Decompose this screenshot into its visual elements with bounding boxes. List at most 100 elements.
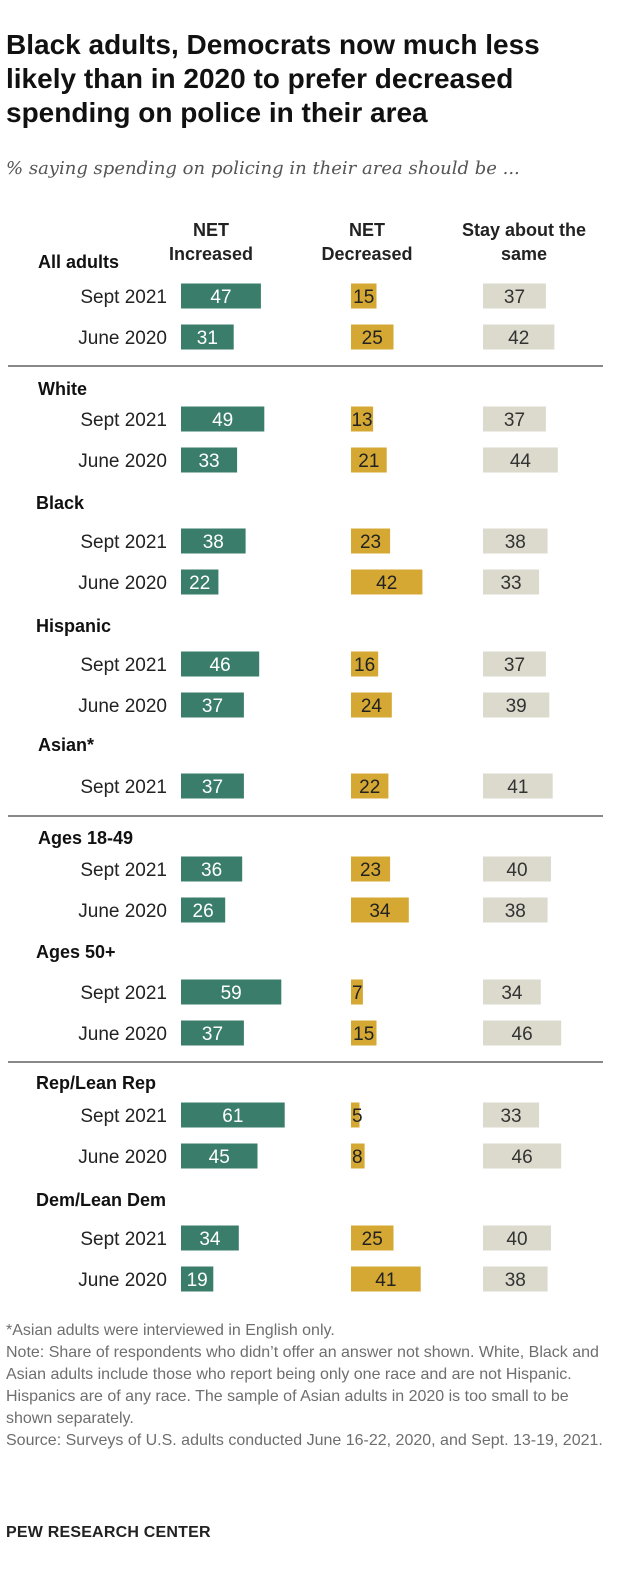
bar-decreased (351, 1143, 365, 1169)
bar-same (483, 569, 540, 595)
data-label-same: 44 (510, 451, 532, 472)
bar-decreased (351, 692, 392, 718)
bar-decreased (351, 528, 391, 554)
data-label-same: 39 (506, 696, 527, 717)
chart-title: Black adults, Democrats now much less li… (6, 29, 540, 128)
data-label-increased: 38 (203, 532, 224, 553)
bar-same (483, 979, 541, 1005)
data-label-increased: 49 (212, 410, 233, 431)
data-label-same: 40 (506, 860, 527, 881)
data-label-decreased: 15 (353, 287, 374, 308)
data-label-same: 37 (504, 410, 525, 431)
data-label-increased: 34 (199, 1229, 221, 1250)
bar-same (483, 324, 555, 350)
bar-same (483, 1225, 551, 1251)
bar-decreased (351, 651, 379, 677)
bar-same (483, 1143, 562, 1169)
data-label-decreased: 21 (358, 451, 379, 472)
bar-increased (181, 324, 234, 350)
bar-same (483, 283, 546, 309)
bar-increased (181, 692, 244, 718)
bar-increased (181, 569, 219, 595)
data-label-same: 38 (505, 1270, 526, 1291)
bar-increased (181, 283, 261, 309)
bar-increased (181, 773, 244, 799)
row-label: June 2020 (78, 1270, 167, 1291)
bar-decreased (351, 856, 391, 882)
row-label: Sept 2021 (80, 860, 167, 881)
data-label-decreased: 42 (376, 573, 397, 594)
bar-increased (181, 651, 260, 677)
row-label: Sept 2021 (80, 655, 167, 676)
data-label-increased: 33 (198, 451, 219, 472)
column-header-increased-text: NET Increased (168, 220, 254, 264)
bar-decreased (351, 283, 377, 309)
bar-same (483, 897, 548, 923)
data-label-increased: 59 (221, 983, 242, 1004)
bar-same (483, 1020, 562, 1046)
column-header-decreased-text: NET Decreased (321, 220, 413, 264)
group-label-hispanic: Hispanic (36, 616, 111, 636)
bar-same (483, 692, 550, 718)
data-label-increased: 37 (202, 696, 223, 717)
data-label-same: 42 (508, 328, 529, 349)
bar-decreased (351, 1225, 394, 1251)
group-label-rep-lean-rep: Rep/Lean Rep (36, 1073, 156, 1093)
group-label-ages-50: Ages 50+ (36, 942, 116, 962)
data-label-decreased: 16 (354, 655, 375, 676)
data-label-same: 33 (500, 573, 521, 594)
bar-increased (181, 856, 243, 882)
data-label-increased: 37 (202, 777, 223, 798)
bar-increased (181, 1266, 214, 1292)
bar-same (483, 1102, 540, 1128)
row-label: June 2020 (78, 696, 167, 717)
source-label: PEW RESEARCH CENTER (6, 1524, 211, 1541)
data-label-decreased: 8 (352, 1147, 363, 1168)
bar-decreased (351, 1102, 360, 1128)
row-label: Sept 2021 (80, 287, 167, 308)
bar-increased (181, 406, 265, 432)
data-label-increased: 61 (222, 1106, 243, 1127)
data-label-decreased: 13 (351, 410, 372, 431)
data-label-increased: 26 (193, 901, 214, 922)
note-source: Source: Surveys of U.S. adults conducted… (6, 1432, 603, 1449)
data-label-same: 37 (504, 655, 525, 676)
data-label-same: 37 (504, 287, 525, 308)
group-label-ages-18-49: Ages 18-49 (38, 828, 133, 848)
bar-decreased (351, 569, 423, 595)
bar-chart: All adults Sept 2021 47 15 37 June 2020 31 25 42… (8, 252, 603, 1292)
row-label: June 2020 (78, 573, 167, 594)
row-label: June 2020 (78, 901, 167, 922)
bar-decreased (351, 1266, 421, 1292)
group-label-black: Black (36, 493, 85, 513)
row-label: Sept 2021 (80, 1229, 167, 1250)
data-label-decreased: 7 (352, 983, 363, 1004)
bar-decreased (351, 324, 394, 350)
bar-same (483, 856, 551, 882)
bar-increased (181, 447, 238, 473)
bar-increased (181, 1020, 244, 1046)
bar-same (483, 528, 548, 554)
bar-decreased (351, 406, 374, 432)
data-label-decreased: 15 (353, 1024, 374, 1045)
group-label-all-adults: All adults (38, 252, 119, 272)
chart-subtitle: % saying spending on policing in their a… (6, 158, 520, 179)
data-label-same: 38 (505, 532, 526, 553)
bar-decreased (351, 773, 389, 799)
note-methodology: Note: Share of respondents who didn’t of… (6, 1344, 599, 1427)
data-label-increased: 47 (210, 287, 231, 308)
data-label-decreased: 23 (360, 532, 381, 553)
bar-increased (181, 979, 282, 1005)
data-label-same: 40 (506, 1229, 527, 1250)
bar-increased (181, 1225, 239, 1251)
data-label-same: 38 (505, 901, 526, 922)
data-label-decreased: 24 (361, 696, 383, 717)
data-label-decreased: 25 (362, 328, 383, 349)
bar-same (483, 651, 546, 677)
data-label-decreased: 5 (352, 1106, 363, 1127)
note-asian: *Asian adults were interviewed in Englis… (6, 1322, 335, 1339)
bar-decreased (351, 447, 387, 473)
bar-same (483, 406, 546, 432)
data-label-increased: 45 (209, 1147, 230, 1168)
data-label-increased: 46 (210, 655, 231, 676)
